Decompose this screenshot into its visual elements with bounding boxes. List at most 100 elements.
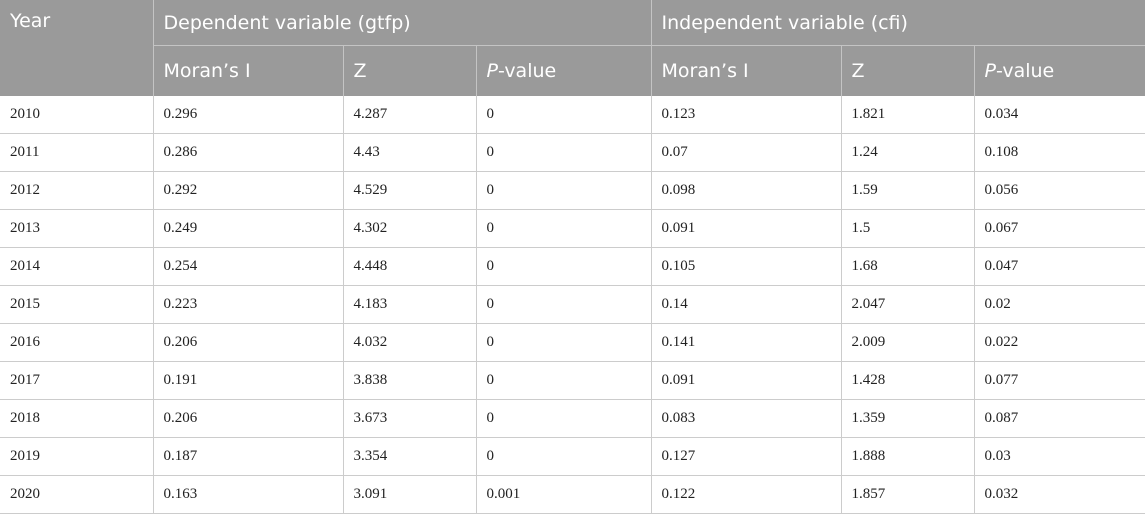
p-italic: P	[486, 60, 498, 82]
cell-independent-p-value: 0.022	[974, 323, 1145, 362]
cell-independent-z: 1.359	[841, 399, 975, 438]
cell-independent-p-value: 0.034	[974, 96, 1145, 134]
cell-independent-z: 1.5	[841, 209, 975, 248]
cell-independent-p-value: 0.056	[974, 171, 1145, 210]
table-row: 2012 0.292 4.529 0 0.098 1.59 0.056	[0, 171, 1145, 210]
p-italic: P	[984, 60, 996, 82]
cell-independent-p-value: 0.032	[974, 475, 1145, 514]
cell-independent-morans-i: 0.123	[651, 96, 842, 134]
cell-dependent-z: 4.032	[343, 323, 477, 362]
cell-independent-z: 1.428	[841, 361, 975, 400]
cell-independent-morans-i: 0.091	[651, 209, 842, 248]
header-independent-z: Z	[841, 45, 975, 96]
cell-year: 2013	[0, 209, 154, 248]
cell-independent-p-value: 0.02	[974, 285, 1145, 324]
header-dependent-z: Z	[343, 45, 477, 96]
cell-independent-z: 1.857	[841, 475, 975, 514]
cell-dependent-z: 4.529	[343, 171, 477, 210]
cell-independent-morans-i: 0.07	[651, 133, 842, 172]
cell-independent-p-value: 0.087	[974, 399, 1145, 438]
cell-dependent-morans-i: 0.254	[153, 247, 344, 286]
table-row: 2020 0.163 3.091 0.001 0.122 1.857 0.032	[0, 475, 1145, 514]
header-dependent-p-value: P-value	[476, 45, 652, 96]
cell-dependent-z: 4.448	[343, 247, 477, 286]
cell-independent-z: 1.59	[841, 171, 975, 210]
cell-independent-morans-i: 0.105	[651, 247, 842, 286]
cell-independent-p-value: 0.047	[974, 247, 1145, 286]
cell-dependent-morans-i: 0.206	[153, 399, 344, 438]
cell-independent-z: 1.68	[841, 247, 975, 286]
header-independent-variable: Independent variable (cfi)	[651, 0, 1145, 46]
cell-dependent-z: 3.838	[343, 361, 477, 400]
cell-independent-p-value: 0.067	[974, 209, 1145, 248]
table-row: 2013 0.249 4.302 0 0.091 1.5 0.067	[0, 209, 1145, 248]
cell-year: 2011	[0, 133, 154, 172]
cell-dependent-p-value: 0	[476, 285, 652, 324]
cell-dependent-morans-i: 0.206	[153, 323, 344, 362]
table-row: 2015 0.223 4.183 0 0.14 2.047 0.02	[0, 285, 1145, 324]
cell-year: 2015	[0, 285, 154, 324]
header-dependent-morans-i: Moran’s I	[153, 45, 344, 96]
cell-dependent-morans-i: 0.163	[153, 475, 344, 514]
cell-dependent-p-value: 0	[476, 209, 652, 248]
cell-dependent-p-value: 0	[476, 133, 652, 172]
table-row: 2014 0.254 4.448 0 0.105 1.68 0.047	[0, 247, 1145, 286]
cell-independent-p-value: 0.108	[974, 133, 1145, 172]
cell-independent-z: 1.24	[841, 133, 975, 172]
cell-dependent-p-value: 0	[476, 361, 652, 400]
cell-dependent-z: 3.091	[343, 475, 477, 514]
table-row: 2010 0.296 4.287 0 0.123 1.821 0.034	[0, 96, 1145, 134]
cell-dependent-morans-i: 0.286	[153, 133, 344, 172]
p-suffix: -value	[996, 60, 1055, 82]
table-body: 2010 0.296 4.287 0 0.123 1.821 0.034 2011 0.286 4…	[0, 96, 1145, 514]
cell-independent-morans-i: 0.091	[651, 361, 842, 400]
cell-year: 2020	[0, 475, 154, 514]
cell-year: 2017	[0, 361, 154, 400]
table-row: 2019 0.187 3.354 0 0.127 1.888 0.03	[0, 437, 1145, 476]
cell-independent-p-value: 0.03	[974, 437, 1145, 476]
table-row: 2017 0.191 3.838 0 0.091 1.428 0.077	[0, 361, 1145, 400]
cell-dependent-z: 4.287	[343, 96, 477, 134]
cell-independent-morans-i: 0.122	[651, 475, 842, 514]
table-row: 2018 0.206 3.673 0 0.083 1.359 0.087	[0, 399, 1145, 438]
cell-dependent-morans-i: 0.187	[153, 437, 344, 476]
cell-dependent-morans-i: 0.191	[153, 361, 344, 400]
cell-year: 2016	[0, 323, 154, 362]
cell-dependent-z: 3.354	[343, 437, 477, 476]
cell-year: 2012	[0, 171, 154, 210]
cell-dependent-z: 4.302	[343, 209, 477, 248]
cell-dependent-morans-i: 0.223	[153, 285, 344, 324]
cell-dependent-p-value: 0	[476, 96, 652, 134]
cell-independent-z: 2.047	[841, 285, 975, 324]
cell-year: 2019	[0, 437, 154, 476]
cell-dependent-p-value: 0	[476, 399, 652, 438]
cell-independent-z: 1.888	[841, 437, 975, 476]
cell-independent-morans-i: 0.083	[651, 399, 842, 438]
table-header: Year Dependent variable (gtfp) Independe…	[0, 0, 1145, 96]
cell-dependent-morans-i: 0.296	[153, 96, 344, 134]
cell-dependent-z: 4.43	[343, 133, 477, 172]
cell-independent-z: 2.009	[841, 323, 975, 362]
cell-independent-p-value: 0.077	[974, 361, 1145, 400]
cell-independent-morans-i: 0.098	[651, 171, 842, 210]
cell-independent-morans-i: 0.141	[651, 323, 842, 362]
cell-dependent-p-value: 0	[476, 247, 652, 286]
cell-year: 2010	[0, 96, 154, 134]
cell-dependent-morans-i: 0.249	[153, 209, 344, 248]
p-suffix: -value	[497, 60, 557, 82]
header-independent-morans-i: Moran’s I	[651, 45, 842, 96]
cell-independent-z: 1.821	[841, 96, 975, 134]
table-row: 2011 0.286 4.43 0 0.07 1.24 0.108	[0, 133, 1145, 172]
cell-dependent-morans-i: 0.292	[153, 171, 344, 210]
cell-dependent-p-value: 0	[476, 437, 652, 476]
cell-dependent-z: 3.673	[343, 399, 477, 438]
header-dependent-variable: Dependent variable (gtfp)	[153, 0, 652, 46]
header-independent-p-value: P-value	[974, 45, 1145, 96]
cell-dependent-p-value: 0	[476, 171, 652, 210]
cell-dependent-z: 4.183	[343, 285, 477, 324]
cell-dependent-p-value: 0	[476, 323, 652, 362]
cell-year: 2014	[0, 247, 154, 286]
cell-year: 2018	[0, 399, 154, 438]
cell-independent-morans-i: 0.127	[651, 437, 842, 476]
